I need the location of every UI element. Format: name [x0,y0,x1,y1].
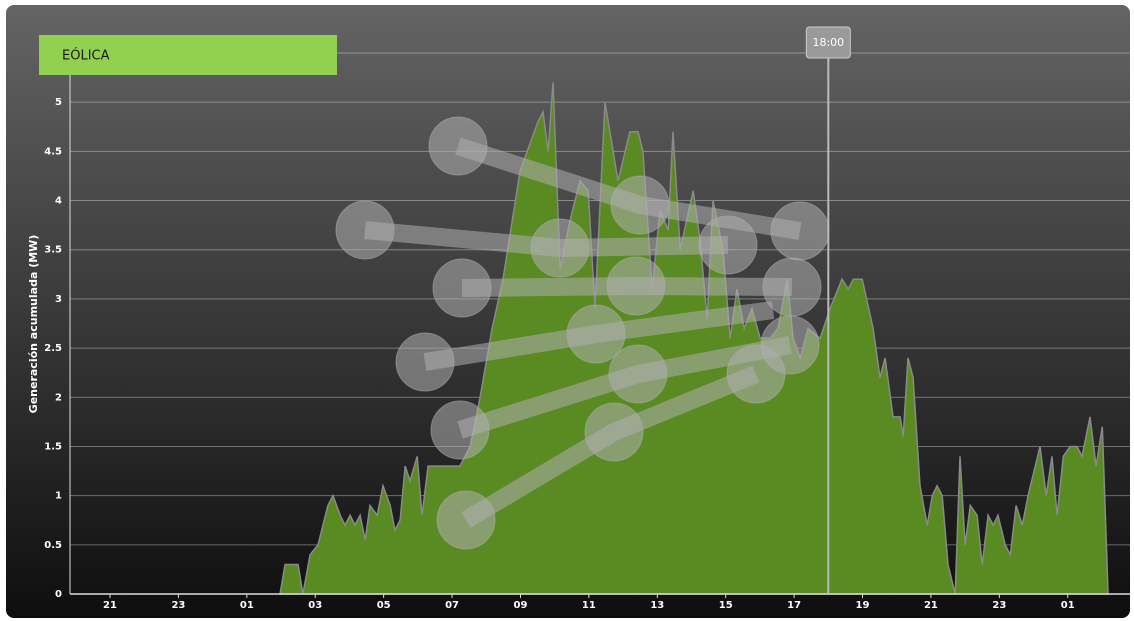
x-tick-label: 01 [240,600,254,611]
x-tick-label: 21 [924,600,938,611]
y-tick-label: 0 [55,589,62,600]
y-tick-label: 4 [55,196,62,207]
y-tick-label: 2 [55,392,62,403]
x-tick-label: 21 [103,600,117,611]
time-marker-label: 18:00 [812,36,844,49]
y-tick-label: 3 [55,294,62,305]
y-tick-label: 5 [55,97,62,108]
x-tick-label: 03 [308,600,322,611]
x-tick-label: 09 [514,600,528,611]
x-tick-label: 13 [650,600,664,611]
time-marker-box [805,26,851,59]
y-axis-label: Generación acumulada (MW) [27,235,40,414]
x-tick-label: 17 [787,600,801,611]
y-tick-label: 3.5 [44,245,62,256]
y-tick-label: 1.5 [44,441,62,452]
x-tick-label: 07 [445,600,459,611]
y-tick-label: 4.5 [44,146,62,157]
x-tick-label: 19 [856,600,870,611]
x-tick-label: 11 [582,600,596,611]
x-tick-label: 23 [992,600,1006,611]
y-tick-label: 0.5 [44,540,62,551]
x-tick-label: 23 [171,600,185,611]
y-tick-label: 1 [55,491,62,502]
turbine-watermark [335,116,830,550]
legend-label: EÓLICA [62,48,110,64]
x-tick-label: 01 [1061,600,1075,611]
x-tick-label: 05 [377,600,391,611]
legend-swatch [39,35,337,75]
x-tick-label: 15 [719,600,733,611]
y-tick-label: 2.5 [44,343,62,354]
